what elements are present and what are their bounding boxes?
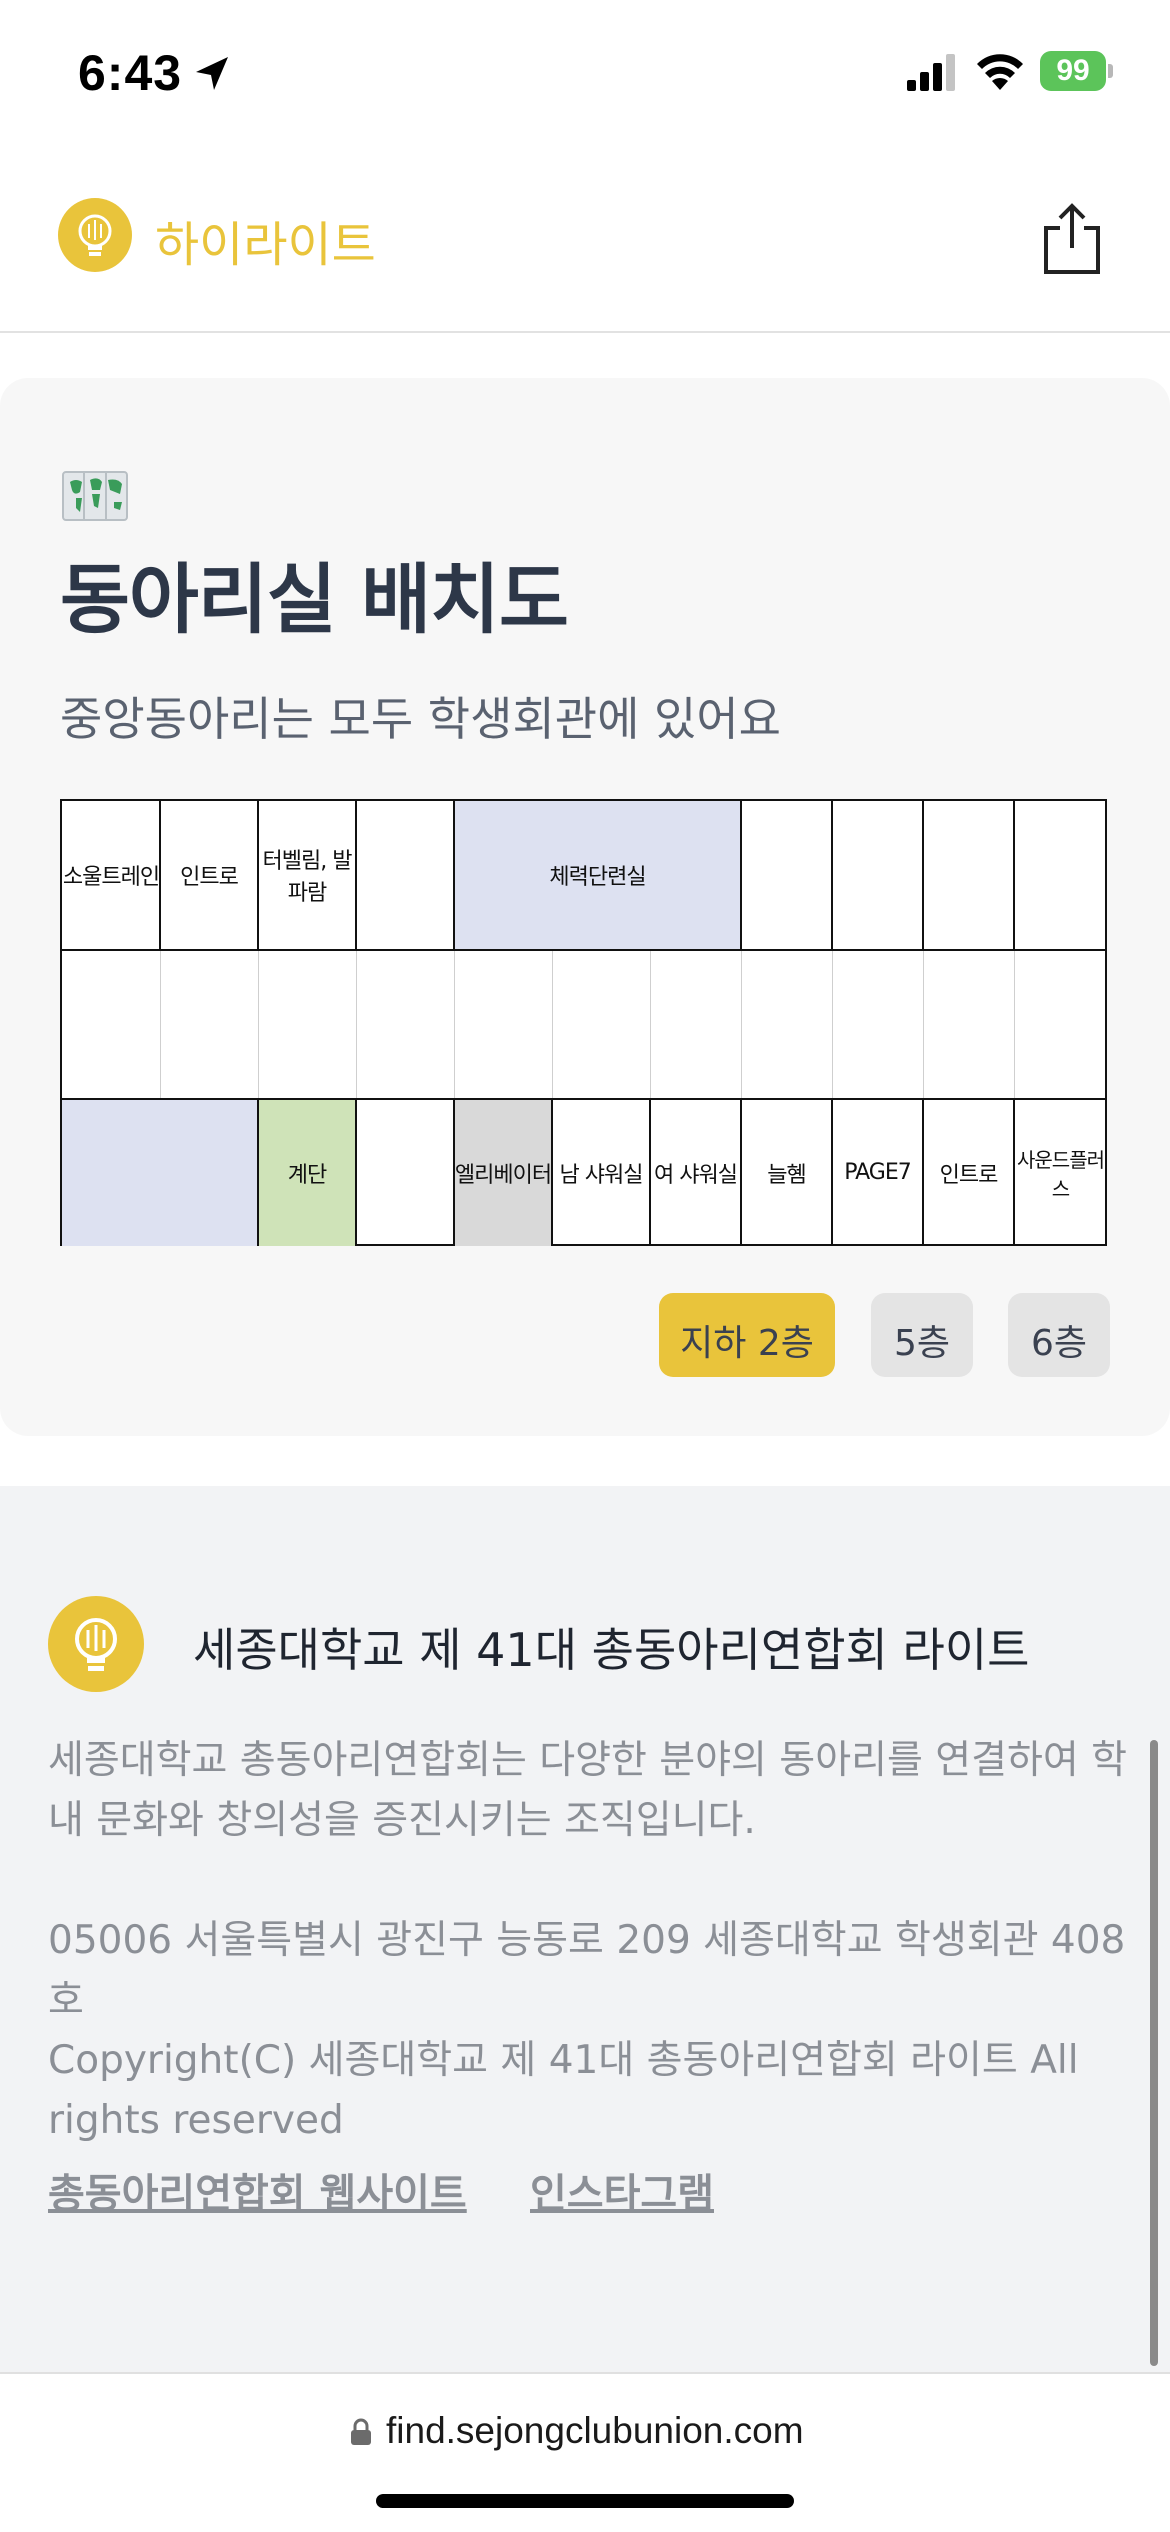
grid-line bbox=[454, 951, 455, 1098]
world-map-icon bbox=[62, 471, 128, 521]
floor-plan-card: 동아리실 배치도 중앙동아리는 모두 학생회관에 있어요 소울트레인 인트로 터… bbox=[0, 378, 1170, 1436]
grid-line bbox=[453, 801, 455, 949]
footer-address-block: 05006 서울특별시 광진구 능동로 209 세종대학교 학생회관 408호 … bbox=[48, 1911, 1128, 2151]
url-text[interactable]: find.sejongclubunion.com bbox=[386, 2410, 804, 2451]
grid-line bbox=[832, 951, 833, 1098]
status-time: 6:43 bbox=[78, 45, 183, 101]
grid-line bbox=[62, 949, 1107, 951]
room-womens-shower: 여 샤워실 bbox=[654, 1162, 738, 1188]
grid-line bbox=[257, 1099, 259, 1246]
battery-cap bbox=[1108, 64, 1113, 78]
home-indicator[interactable] bbox=[376, 2494, 794, 2508]
room-top-empty-1 bbox=[356, 801, 454, 949]
room-intro-2: 인트로 bbox=[939, 1162, 999, 1188]
room-top-empty-5 bbox=[1014, 801, 1107, 949]
grid-line bbox=[453, 1099, 455, 1246]
tab-basement-2[interactable]: 지하 2층 bbox=[659, 1293, 835, 1377]
grid-line bbox=[831, 801, 833, 949]
room-intro: 인트로 bbox=[180, 865, 239, 890]
wifi-icon bbox=[977, 54, 1023, 90]
grid-line bbox=[160, 951, 161, 1098]
grid-line bbox=[551, 1099, 553, 1246]
grid-line bbox=[355, 1099, 357, 1246]
grid-line bbox=[922, 801, 924, 949]
room-elevator: 엘리베이터 bbox=[454, 1099, 552, 1246]
battery-indicator: 99 bbox=[1040, 51, 1113, 91]
grid-line bbox=[741, 951, 742, 1098]
grid-line bbox=[650, 951, 651, 1098]
room-gym: 체력단련실 bbox=[454, 801, 741, 949]
grid-line bbox=[356, 951, 357, 1098]
room-page7: PAGE7 bbox=[844, 1160, 911, 1185]
instagram-link[interactable]: 인스타그램 bbox=[530, 2171, 714, 2217]
grid-line bbox=[740, 1099, 742, 1246]
grid-line bbox=[257, 801, 259, 949]
room-top-empty-3 bbox=[832, 801, 923, 949]
grid-line bbox=[1013, 801, 1015, 949]
footer-address: 05006 서울특별시 광진구 능동로 209 세종대학교 학생회관 408호 bbox=[48, 1918, 1126, 2023]
battery-level: 99 bbox=[1040, 51, 1106, 91]
footer-description: 세종대학교 총동아리연합회는 다양한 분야의 동아리를 연결하여 학내 문화와 … bbox=[48, 1738, 1128, 1843]
browser-url-bar[interactable]: find.sejongclubunion.com bbox=[0, 2376, 1170, 2532]
grid-line bbox=[355, 801, 357, 949]
location-arrow-icon bbox=[196, 57, 228, 90]
scrollbar[interactable] bbox=[1150, 1740, 1158, 2366]
grid-line bbox=[1013, 1099, 1015, 1246]
grid-line bbox=[831, 1099, 833, 1246]
room-bottom-empty bbox=[356, 1099, 454, 1246]
grid-line bbox=[552, 951, 553, 1098]
footer-copyright: Copyright(C) 세종대학교 제 41대 총동아리연합회 라이트 All… bbox=[48, 2038, 1079, 2143]
footer-org-name: 세종대학교 제 41대 총동아리연합회 라이트 bbox=[193, 1623, 1030, 1677]
room-top-empty-2 bbox=[741, 801, 832, 949]
tab-floor-6[interactable]: 6층 bbox=[1008, 1293, 1110, 1377]
card-subtitle: 중앙동아리는 모두 학생회관에 있어요 bbox=[60, 692, 781, 746]
room-sound-plus: 사운드플러스 bbox=[1017, 1147, 1105, 1201]
footer-logo-icon bbox=[48, 1596, 144, 1692]
room-neulhyem: 늘혬 bbox=[767, 1162, 806, 1188]
room-mens-shower: 남 샤워실 bbox=[559, 1162, 644, 1188]
grid-line bbox=[649, 1099, 651, 1246]
tab-floor-5[interactable]: 5층 bbox=[871, 1293, 973, 1377]
card-title: 동아리실 배치도 bbox=[60, 555, 569, 644]
room-top-empty-4 bbox=[923, 801, 1014, 949]
grid-line bbox=[922, 1099, 924, 1246]
grid-line bbox=[62, 1098, 1107, 1100]
floor-tabs: 지하 2층 5층 6층 bbox=[0, 1293, 1170, 1377]
room-soul-train: 소울트레인 bbox=[62, 865, 160, 890]
logo-icon[interactable] bbox=[58, 198, 132, 272]
brand-name[interactable]: 하이라이트 bbox=[155, 217, 376, 273]
footer: 세종대학교 제 41대 총동아리연합회 라이트 세종대학교 총동아리연합회는 다… bbox=[0, 1486, 1170, 2374]
grid-line bbox=[740, 801, 742, 949]
floor-plan-grid: 소울트레인 인트로 터벨림, 발파람 체력단련실 계단 엘리베이터 남 샤워실 … bbox=[60, 799, 1107, 1246]
status-bar: 6:43 99 bbox=[0, 0, 1170, 150]
share-icon[interactable] bbox=[1040, 200, 1104, 276]
room-tabeollim: 터벨림, 발파람 bbox=[262, 849, 353, 906]
app-header: 하이라이트 bbox=[0, 150, 1170, 333]
grid-line bbox=[258, 951, 259, 1098]
cellular-signal-icon bbox=[907, 54, 955, 91]
room-bottom-blue bbox=[62, 1099, 258, 1246]
grid-line bbox=[159, 801, 161, 949]
grid-line bbox=[1014, 951, 1015, 1098]
lock-icon bbox=[351, 2418, 371, 2445]
union-website-link[interactable]: 총동아리연합회 웹사이트 bbox=[48, 2171, 467, 2217]
room-stairs: 계단 bbox=[258, 1099, 356, 1246]
grid-line bbox=[923, 951, 924, 1098]
